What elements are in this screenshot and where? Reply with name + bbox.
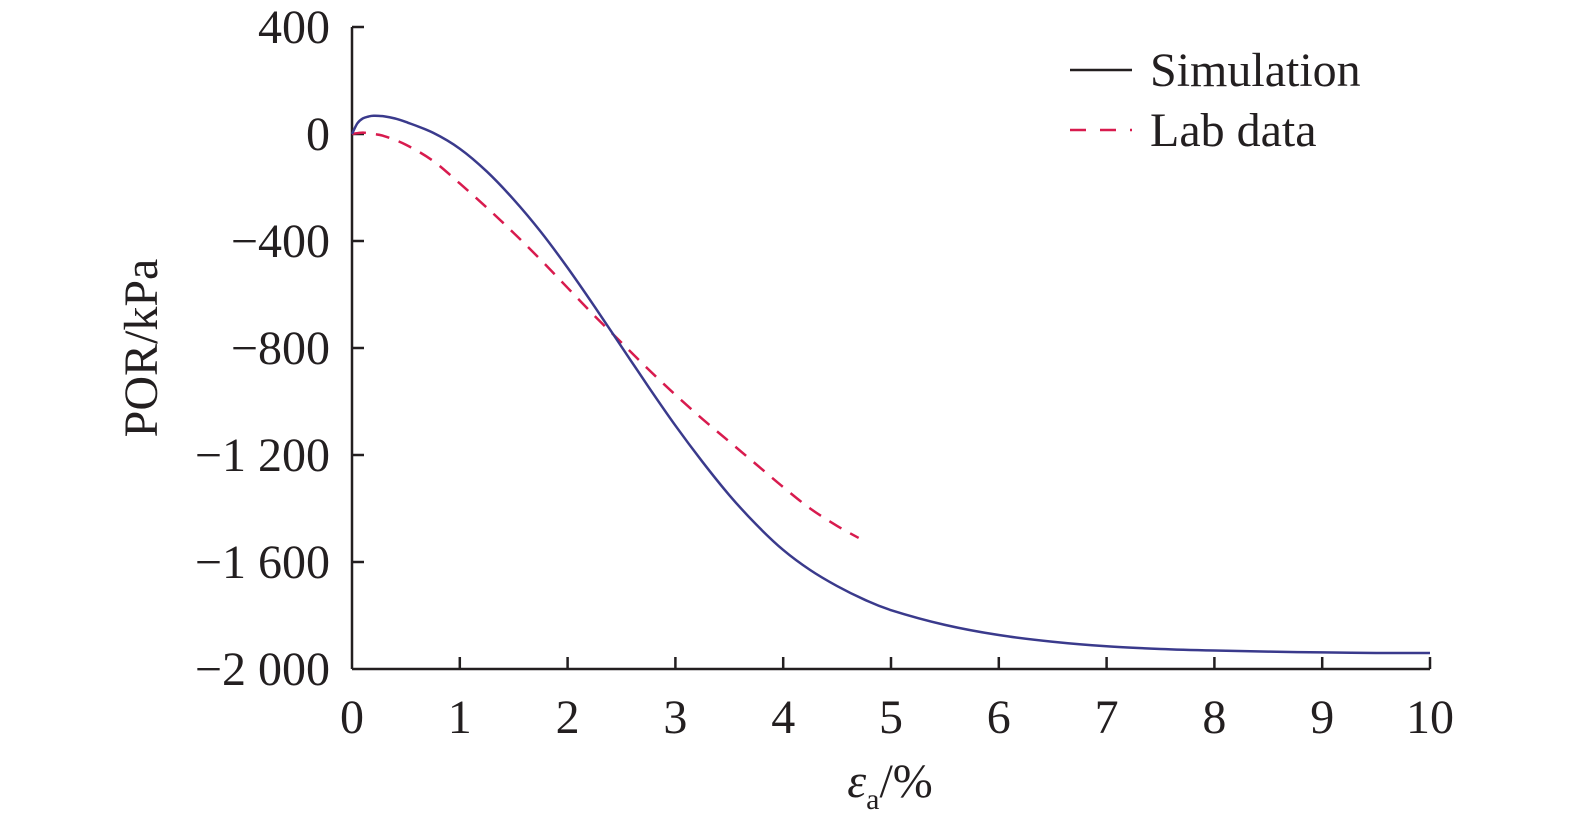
x-tick-label: 5 xyxy=(879,691,903,744)
y-tick-label: 400 xyxy=(258,1,330,54)
x-tick-label: 3 xyxy=(663,691,687,744)
y-tick-label: 0 xyxy=(306,108,330,161)
y-tick-label: −2 000 xyxy=(195,643,330,696)
x-axis-title: εa/% xyxy=(847,755,933,816)
x-tick-label: 7 xyxy=(1095,691,1119,744)
x-tick-label: 2 xyxy=(556,691,580,744)
axes: 0 1 2 3 4 5 6 7 8 9 10 400 0 −400 −800 −1 200 −1 600 −2 0… xyxy=(115,1,1454,816)
legend-label: Lab data xyxy=(1150,104,1317,157)
y-tick-label: −400 xyxy=(231,215,330,268)
y-tick-label: −1 600 xyxy=(195,536,330,589)
series-line-simulation xyxy=(350,114,1431,655)
y-tick-label: −1 200 xyxy=(195,429,330,482)
y-tick-label: −800 xyxy=(231,322,330,375)
x-tick-label: 8 xyxy=(1202,691,1226,744)
legend-label: Simulation xyxy=(1150,44,1361,97)
x-axis-title-symbol: ε xyxy=(847,755,866,808)
x-axis-title-unit: /% xyxy=(879,755,932,808)
x-tick-label: 1 xyxy=(448,691,472,744)
legend: Simulation Lab data xyxy=(1070,44,1361,157)
x-tick-label: 6 xyxy=(987,691,1011,744)
x-tick-label: 10 xyxy=(1406,691,1454,744)
y-axis-title: POR/kPa xyxy=(115,259,168,438)
x-axis-title-subscript: a xyxy=(866,783,879,816)
series-line-lab-data xyxy=(351,131,860,540)
x-tick-label: 9 xyxy=(1310,691,1334,744)
x-tick-label: 4 xyxy=(771,691,795,744)
series-layer xyxy=(350,114,1431,655)
x-tick-label: 0 xyxy=(340,691,364,744)
